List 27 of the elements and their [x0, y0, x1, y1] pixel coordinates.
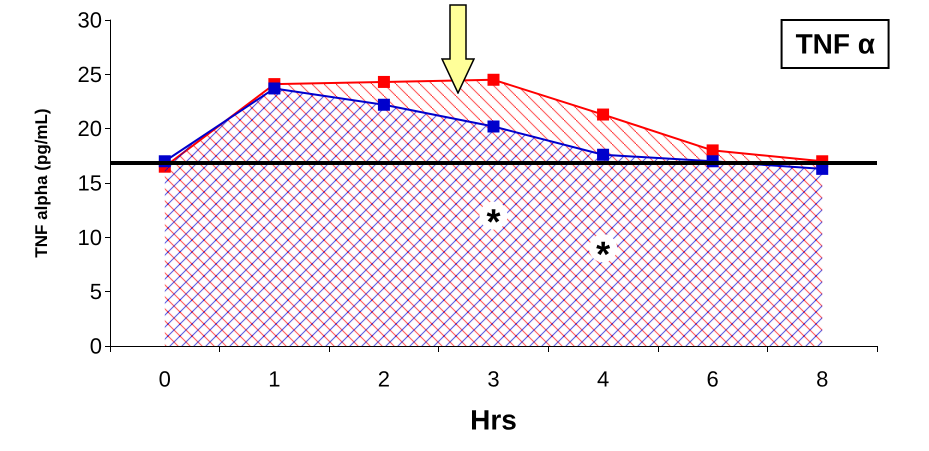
y-tick-label: 5 [90, 279, 102, 304]
chart-title: TNF α [796, 28, 875, 60]
x-tick-label: 1 [268, 366, 280, 392]
x-tick-label: 8 [816, 366, 828, 392]
y-tick-label: 30 [78, 8, 102, 32]
annotation: * [486, 201, 501, 242]
x-tick-label: 3 [487, 366, 500, 392]
y-tick-label: 15 [78, 170, 102, 196]
y-tick-label: 20 [78, 116, 102, 142]
x-tick-label: 2 [378, 366, 390, 392]
point [488, 120, 500, 132]
x-axis-title: Hrs [470, 404, 517, 436]
point [378, 76, 390, 88]
y-axis-title: TNF alpha (pg/mL) [32, 108, 51, 258]
point [488, 74, 500, 86]
x-tick-label: 6 [706, 366, 719, 392]
point [597, 108, 610, 121]
point [378, 98, 390, 111]
y-tick-label: 0 [90, 334, 102, 358]
point [597, 148, 610, 161]
point [268, 82, 280, 94]
x-tick-label: 4 [596, 366, 610, 392]
y-tick-label: 25 [78, 62, 102, 87]
annotation: * [596, 234, 610, 275]
y-tick-label: 10 [78, 224, 102, 250]
point [706, 144, 719, 156]
x-tick-label: 0 [158, 366, 171, 392]
